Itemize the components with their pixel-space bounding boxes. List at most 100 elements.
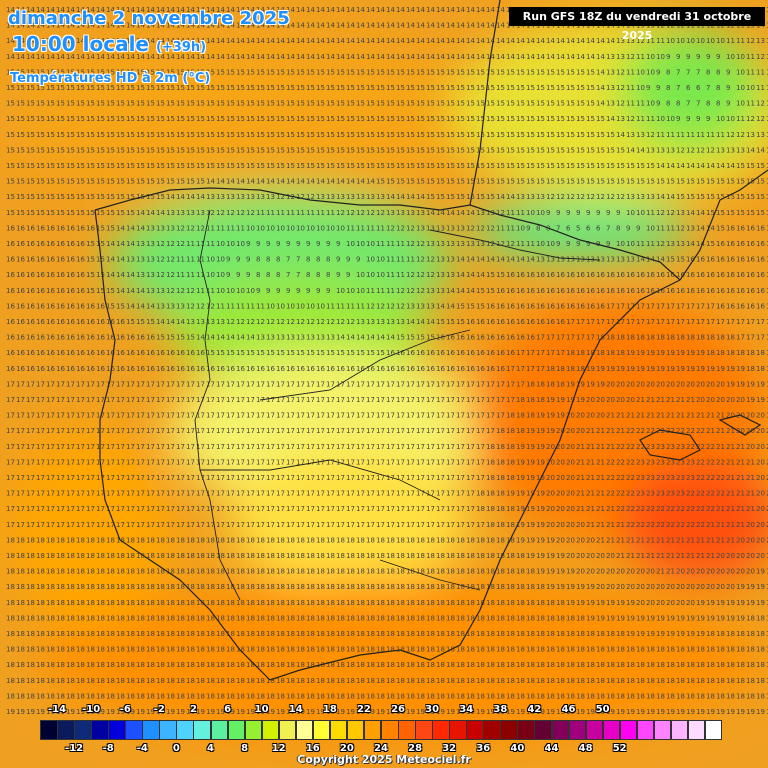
grid-value: 14 <box>426 318 435 326</box>
grid-value: 18 <box>266 536 275 544</box>
legend-swatch <box>142 720 160 740</box>
grid-value: 21 <box>716 521 725 529</box>
grid-value: 19 <box>686 708 695 716</box>
grid-value: 18 <box>366 661 375 669</box>
grid-value: 18 <box>116 583 125 591</box>
grid-value: 21 <box>586 521 595 529</box>
grid-value: 15 <box>286 68 295 76</box>
grid-value: 18 <box>386 536 395 544</box>
grid-value: 18 <box>636 677 645 685</box>
grid-value: 13 <box>636 193 645 201</box>
grid-value: 18 <box>246 661 255 669</box>
grid-value: 18 <box>96 583 105 591</box>
grid-value: 16 <box>36 365 45 373</box>
grid-value: 18 <box>516 552 525 560</box>
grid-value: 15 <box>176 178 185 186</box>
grid-value: 18 <box>56 536 65 544</box>
grid-value: 20 <box>626 380 635 388</box>
grid-value: 19 <box>726 599 735 607</box>
grid-value: 13 <box>306 334 315 342</box>
grid-value: 16 <box>336 365 345 373</box>
grid-value: 15 <box>716 209 725 217</box>
grid-value: 17 <box>106 490 115 498</box>
grid-value: 17 <box>26 380 35 388</box>
grid-value: 17 <box>466 396 475 404</box>
grid-value: 19 <box>636 630 645 638</box>
grid-value: 17 <box>406 380 415 388</box>
grid-value: 12 <box>606 193 615 201</box>
grid-value: 14 <box>36 6 45 14</box>
grid-value: 11 <box>636 53 645 61</box>
grid-value: 20 <box>566 427 575 435</box>
variable-title: Températures HD à 2m (°C) <box>10 71 211 86</box>
grid-value: 16 <box>186 349 195 357</box>
grid-value: 10 <box>536 240 545 248</box>
grid-value: 18 <box>56 630 65 638</box>
grid-value: 15 <box>26 146 35 154</box>
grid-value: 12 <box>506 240 515 248</box>
grid-value: 18 <box>286 552 295 560</box>
grid-value: 18 <box>196 568 205 576</box>
grid-value: 17 <box>16 490 25 498</box>
legend-label-bottom: 36 <box>476 743 491 754</box>
grid-value: 15 <box>706 178 715 186</box>
grid-value: 18 <box>716 692 725 700</box>
grid-value: 18 <box>386 646 395 654</box>
grid-value: 14 <box>136 22 145 30</box>
grid-value: 15 <box>96 271 105 279</box>
grid-value: 8 <box>276 256 280 264</box>
grid-value: 16 <box>466 365 475 373</box>
grid-value: 18 <box>76 568 85 576</box>
grid-value: 14 <box>346 334 355 342</box>
grid-value: 17 <box>166 443 175 451</box>
grid-value: 18 <box>16 536 25 544</box>
grid-value: 23 <box>676 458 685 466</box>
grid-value: 17 <box>136 505 145 513</box>
grid-value: 19 <box>626 614 635 622</box>
grid-value: 8 <box>536 224 540 232</box>
grid-value: 13 <box>606 84 615 92</box>
grid-value: 11 <box>406 256 415 264</box>
grid-value: 18 <box>66 552 75 560</box>
grid-value: 14 <box>446 22 455 30</box>
grid-value: 17 <box>186 521 195 529</box>
grid-value: 18 <box>746 614 755 622</box>
legend-label-top: 34 <box>459 704 474 715</box>
grid-value: 10 <box>246 287 255 295</box>
grid-value: 14 <box>456 287 465 295</box>
grid-value: 15 <box>346 146 355 154</box>
grid-value: 19 <box>236 708 245 716</box>
grid-value: 12 <box>336 209 345 217</box>
grid-value: 14 <box>386 6 395 14</box>
grid-value: 13 <box>206 193 215 201</box>
grid-value: 10 <box>226 240 235 248</box>
grid-value: 17 <box>176 396 185 404</box>
grid-value: 19 <box>716 365 725 373</box>
grid-value: 15 <box>386 68 395 76</box>
grid-value: 19 <box>766 708 768 716</box>
grid-value: 16 <box>76 302 85 310</box>
grid-value: 18 <box>256 568 265 576</box>
grid-value: 18 <box>496 521 505 529</box>
grid-value: 10 <box>346 240 355 248</box>
grid-value: 17 <box>436 458 445 466</box>
grid-value: 18 <box>606 349 615 357</box>
grid-value: 17 <box>476 443 485 451</box>
grid-value: 10 <box>636 68 645 76</box>
grid-value: 22 <box>626 490 635 498</box>
grid-value: 18 <box>146 552 155 560</box>
grid-value: 9 <box>676 115 680 123</box>
grid-value: 17 <box>6 380 15 388</box>
grid-value: 16 <box>756 240 765 248</box>
grid-value: 12 <box>176 287 185 295</box>
grid-value: 14 <box>496 37 505 45</box>
grid-value: 14 <box>526 37 535 45</box>
grid-value: 23 <box>656 443 665 451</box>
grid-value: 17 <box>46 443 55 451</box>
grid-value: 14 <box>416 53 425 61</box>
grid-value: 19 <box>566 583 575 591</box>
grid-value: 10 <box>366 240 375 248</box>
grid-value: 17 <box>336 458 345 466</box>
grid-value: 16 <box>556 271 565 279</box>
grid-value: 14 <box>116 287 125 295</box>
